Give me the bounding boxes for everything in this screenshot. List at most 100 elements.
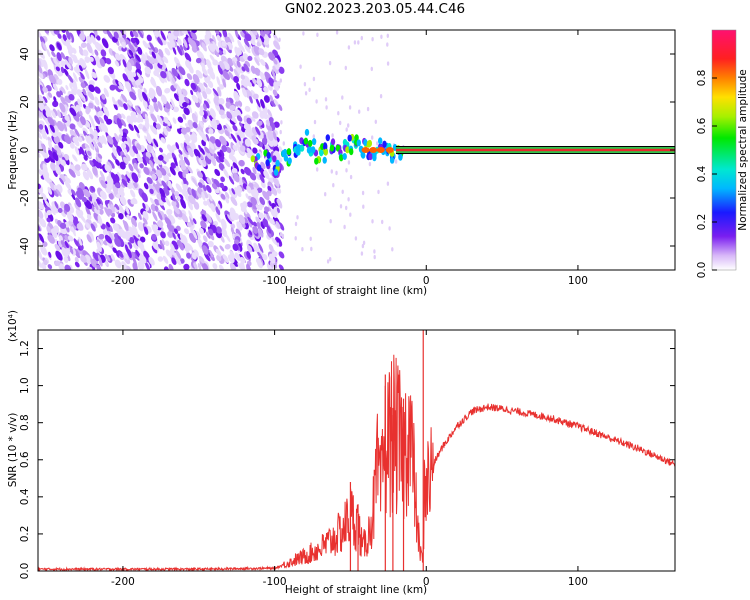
noise-blob xyxy=(368,161,372,167)
noise-blob xyxy=(160,137,166,144)
noise-blob xyxy=(78,90,84,99)
noise-blob xyxy=(253,244,260,253)
noise-blob xyxy=(193,262,198,270)
noise-blob xyxy=(215,226,222,234)
noise-blob xyxy=(149,42,156,52)
noise-blob xyxy=(204,252,211,262)
noise-blob xyxy=(190,30,197,41)
noise-blob xyxy=(106,221,111,228)
noise-blob xyxy=(74,128,80,138)
noise-blob xyxy=(210,203,216,213)
spectrogram-y-label: Frequency (Hz) xyxy=(7,110,19,189)
noise-blob xyxy=(99,58,106,67)
noise-blob xyxy=(132,262,138,270)
noise-blob xyxy=(263,170,270,180)
noise-blob xyxy=(83,189,91,198)
noise-blob xyxy=(63,256,69,264)
noise-blob xyxy=(278,146,283,153)
noise-blob xyxy=(47,186,53,195)
noise-blob xyxy=(135,61,141,71)
noise-blob xyxy=(252,78,257,85)
noise-blob xyxy=(119,195,127,206)
noise-blob xyxy=(42,59,48,71)
noise-blob xyxy=(198,123,204,131)
noise-blob xyxy=(208,141,215,150)
noise-blob xyxy=(91,192,98,200)
noise-blob xyxy=(267,109,273,119)
noise-blob xyxy=(236,82,241,90)
y-tick-label: 0.4 xyxy=(19,488,31,505)
noise-blob xyxy=(250,79,255,87)
noise-blob xyxy=(225,191,230,199)
noise-blob xyxy=(159,187,166,198)
noise-blob xyxy=(386,181,390,186)
noise-blob xyxy=(141,192,148,203)
noise-blob xyxy=(249,30,257,41)
noise-blob xyxy=(59,102,66,113)
noise-blob xyxy=(151,149,157,160)
noise-blob xyxy=(72,54,78,64)
noise-blob xyxy=(227,254,235,263)
noise-blob xyxy=(219,149,225,158)
noise-blob xyxy=(155,85,163,97)
noise-blob xyxy=(272,130,277,141)
noise-blob xyxy=(183,263,190,270)
noise-blob xyxy=(82,88,87,96)
noise-blob xyxy=(167,41,173,51)
noise-blob xyxy=(142,156,148,166)
noise-blob xyxy=(128,226,135,235)
noise-blob xyxy=(122,59,127,68)
noise-blob xyxy=(76,223,84,231)
noise-blob xyxy=(178,93,186,104)
noise-blob xyxy=(164,87,171,94)
noise-blob xyxy=(68,94,75,101)
noise-blob xyxy=(258,36,263,45)
noise-blob xyxy=(92,251,99,262)
noise-blob xyxy=(142,99,148,109)
noise-blob xyxy=(183,228,190,235)
noise-blob xyxy=(117,149,121,156)
noise-blob xyxy=(268,200,272,207)
snr-series-line xyxy=(38,354,675,571)
noise-blob xyxy=(172,46,177,55)
noise-blob xyxy=(114,237,122,247)
noise-blob xyxy=(85,135,91,145)
onset-blob xyxy=(273,168,279,176)
noise-blob xyxy=(191,112,198,124)
noise-blob xyxy=(152,127,158,135)
noise-blob xyxy=(140,236,146,243)
onset-blob xyxy=(308,139,313,147)
noise-blob xyxy=(48,140,53,150)
noise-blob xyxy=(206,177,212,185)
noise-blob xyxy=(58,141,64,149)
noise-blob xyxy=(106,135,114,145)
noise-blob xyxy=(55,66,61,72)
noise-blob xyxy=(127,99,133,106)
noise-blob xyxy=(341,189,344,194)
noise-blob xyxy=(131,224,138,233)
noise-blob xyxy=(113,103,118,111)
noise-blob xyxy=(146,55,154,65)
noise-blob xyxy=(233,90,240,102)
noise-blob xyxy=(93,129,99,136)
noise-blob xyxy=(361,243,365,249)
y-tick-label: -20 xyxy=(19,189,31,206)
noise-blob xyxy=(276,207,280,214)
noise-blob xyxy=(244,33,252,42)
noise-blob xyxy=(373,254,376,260)
noise-blob xyxy=(78,236,83,246)
noise-blob xyxy=(272,89,278,97)
noise-blob xyxy=(208,128,214,135)
noise-blob xyxy=(163,174,170,182)
noise-blob xyxy=(38,258,42,269)
colorbar-tick-label: 0.2 xyxy=(696,214,708,231)
spectrogram-x-ticks: -200 -100 0 100 xyxy=(111,30,588,287)
noise-blob xyxy=(249,172,257,181)
noise-blob xyxy=(262,190,270,201)
noise-blob xyxy=(114,132,120,143)
noise-blob xyxy=(87,150,92,156)
noise-blob xyxy=(250,197,258,206)
noise-blob xyxy=(157,243,163,250)
noise-blob xyxy=(94,137,99,144)
noise-blob xyxy=(137,93,143,103)
